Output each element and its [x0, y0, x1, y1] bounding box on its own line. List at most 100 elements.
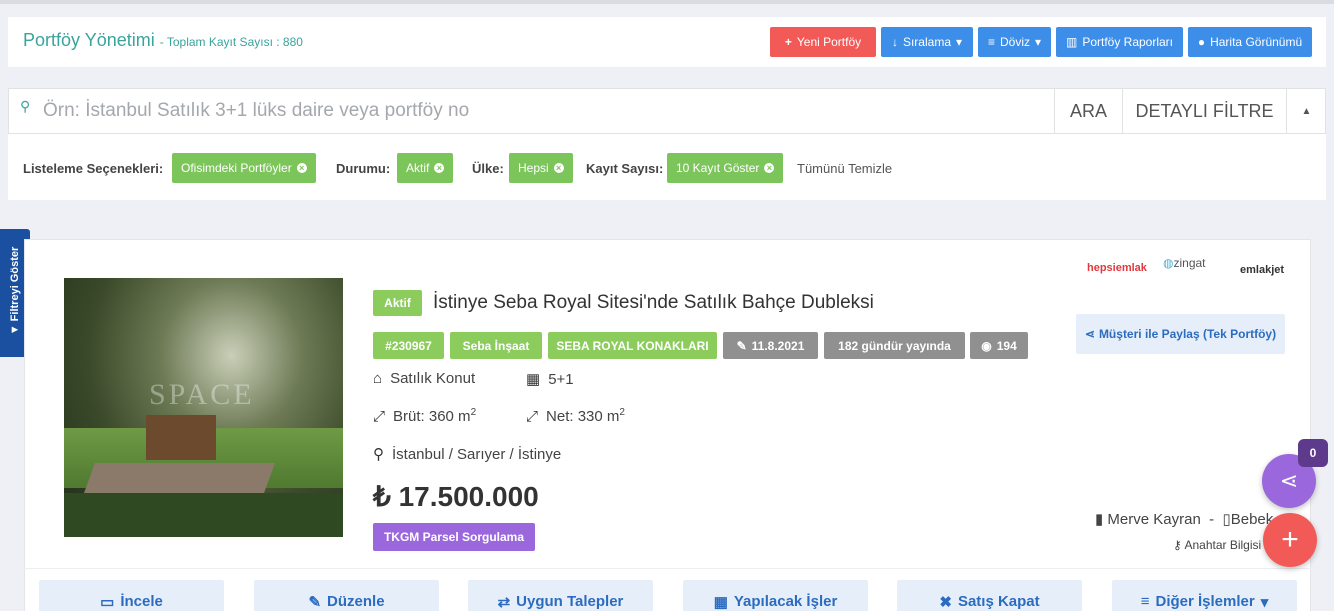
portal-logo[interactable]: hepsiemlak — [1087, 262, 1147, 274]
label: Satılık Konut — [390, 370, 476, 387]
icon[interactable]: + — [784, 35, 792, 49]
tag: #230967 — [373, 332, 444, 359]
tag: Seba İnşaat — [450, 332, 542, 359]
label: Anahtar Bilgisi — [1184, 538, 1262, 552]
search-input[interactable]: Örn: İstanbul Satılık 3+1 lüks daire vey… — [43, 100, 470, 121]
icon: ▦ — [526, 371, 541, 388]
label[interactable]: Filtreyi Göster — [9, 246, 21, 322]
key-info: ⚷ Anahtar Bilgisi — [1173, 538, 1262, 552]
top-bar — [0, 0, 1334, 4]
filter-label: Durumu: — [336, 161, 391, 176]
listing-image[interactable]: SPACE — [64, 278, 343, 537]
action-button[interactable]: ▦ Yapılacak İşler — [683, 580, 868, 611]
icon[interactable]: × — [434, 163, 445, 173]
share-button[interactable]: ⋖ Müşteri ile Paylaş (Tek Portföy) — [1076, 314, 1285, 354]
detail-filter-button[interactable]: DETAYLI FİLTRE — [1122, 88, 1286, 134]
label[interactable]: Düzenle — [327, 593, 385, 610]
agent-info: ▮ Merve Kayran - ▯Bebek — [1095, 511, 1274, 528]
label[interactable]: Sıralama — [902, 35, 951, 49]
label[interactable]: Müşteri ile Paylaş (Tek Portföy) — [1098, 327, 1277, 341]
bench — [146, 415, 216, 460]
icon[interactable]: × — [764, 163, 775, 173]
icon: Brüt: 360 m2 — [393, 407, 476, 425]
map-button[interactable]: ● Harita Görünümü — [1188, 27, 1312, 57]
label[interactable]: Harita Görünümü — [1210, 35, 1303, 49]
action-button[interactable]: ≡ Diğer İşlemler ▾ — [1112, 580, 1297, 611]
label: Net: 330 m — [546, 408, 620, 425]
label: 5+1 — [548, 370, 574, 388]
label: 11.8.2021 — [751, 338, 805, 353]
filter-chip[interactable]: Ofisimdeki Portföyler × — [172, 153, 316, 183]
action-button[interactable]: ▭ İncele — [39, 580, 224, 611]
reports-button[interactable]: ▥ Portföy Raporları — [1056, 27, 1183, 57]
action-button[interactable]: ✖ Satış Kapat — [897, 580, 1082, 611]
watermark: SPACE — [149, 378, 255, 411]
label[interactable]: Yeni Portföy — [796, 35, 862, 49]
page-title: Portföy Yönetimi - Toplam Kayıt Sayısı :… — [23, 30, 303, 51]
icon: ⚲ — [373, 446, 384, 463]
icon: ⌂ — [373, 370, 383, 387]
side-tab-label[interactable]: ▼ Filtreyi Göster — [9, 246, 21, 336]
shrubs — [64, 493, 343, 537]
title: Portföy Yönetimi — [23, 30, 155, 50]
currency-button[interactable]: ≡ Döviz ▾ — [978, 27, 1051, 57]
feature: ▦ 5+1 — [526, 370, 574, 389]
label: Bebek — [1230, 511, 1274, 528]
label: 2 — [619, 407, 625, 418]
label[interactable]: Yapılacak İşler — [733, 593, 838, 610]
icon[interactable]: × — [553, 163, 564, 173]
tag: ✎ 11.8.2021 — [723, 332, 818, 359]
icon: ⤢ — [373, 407, 386, 425]
label[interactable]: Hepsi — [518, 161, 549, 175]
label: Brüt: 360 m — [393, 408, 471, 425]
status-badge: Aktif — [373, 290, 422, 316]
label: İstanbul / Sarıyer / İstinye — [392, 445, 562, 463]
icon: ⤢ — [526, 407, 539, 425]
sort-button[interactable]: ↓ Sıralama ▾ — [881, 27, 973, 57]
icon[interactable]: × — [296, 163, 307, 173]
filter-chip[interactable]: Hepsi × — [509, 153, 573, 183]
label[interactable]: Diğer İşlemler — [1155, 593, 1255, 610]
filter-label: Listeleme Seçenekleri: — [23, 161, 164, 176]
label[interactable]: Portföy Raporları — [1082, 35, 1174, 49]
label[interactable]: Ofisimdeki Portföyler — [181, 161, 292, 175]
label[interactable]: 10 Kayıt Göster — [676, 161, 760, 175]
label[interactable]: Döviz — [999, 35, 1030, 49]
filter-chip[interactable]: 10 Kayıt Göster × — [667, 153, 784, 183]
icon[interactable]: ◍ — [1163, 256, 1174, 270]
action-button[interactable]: ⇄ Uygun Talepler — [468, 580, 653, 611]
add-fab[interactable]: + — [1263, 513, 1317, 567]
tag: SEBA ROYAL KONAKLARI — [548, 332, 717, 359]
share-count: 0 — [1298, 439, 1328, 467]
label[interactable]: zingat — [1173, 256, 1206, 270]
feature: ⌂ Satılık Konut — [373, 370, 475, 387]
label: Merve Kayran — [1107, 511, 1201, 528]
label[interactable]: Aktif — [406, 161, 430, 175]
tkgm-button[interactable]: TKGM Parsel Sorgulama — [373, 523, 535, 551]
icon: Net: 330 m2 — [546, 407, 625, 425]
label[interactable]: İncele — [120, 593, 163, 610]
action-button[interactable]: ✎ Düzenle — [254, 580, 439, 611]
filter-label: Kayıt Sayısı: — [586, 161, 664, 176]
label[interactable]: Satış Kapat — [957, 593, 1040, 610]
portal-logo[interactable]: emlakjet — [1240, 264, 1285, 276]
filter-chip[interactable]: Aktif × — [397, 153, 454, 183]
new-button[interactable]: + Yeni Portföy — [770, 27, 876, 57]
filter-label: Ülke: — [472, 161, 504, 176]
clear-filters[interactable]: Tümünü Temizle — [797, 161, 893, 176]
collapse-button[interactable]: ▲ — [1286, 88, 1326, 134]
price: ₺ 17.500.000 — [373, 481, 539, 512]
feature: ⤢ Brüt: 360 m2 — [373, 407, 476, 425]
listing-title[interactable]: İstinye Seba Royal Sitesi'nde Satılık Ba… — [433, 292, 874, 313]
search-bar — [8, 88, 1326, 134]
label[interactable]: Uygun Talepler — [516, 593, 624, 610]
subtitle: - Toplam Kayıt Sayısı : 880 — [159, 35, 303, 49]
portal-logo[interactable]: ◍zingat — [1163, 256, 1206, 270]
label: 194 — [996, 338, 1017, 353]
feature: ⚲ İstanbul / Sarıyer / İstinye — [373, 445, 562, 464]
search-icon: ⚲ — [20, 98, 31, 114]
tag: ◉ 194 — [970, 332, 1028, 359]
search-button[interactable]: ARA — [1054, 88, 1122, 134]
